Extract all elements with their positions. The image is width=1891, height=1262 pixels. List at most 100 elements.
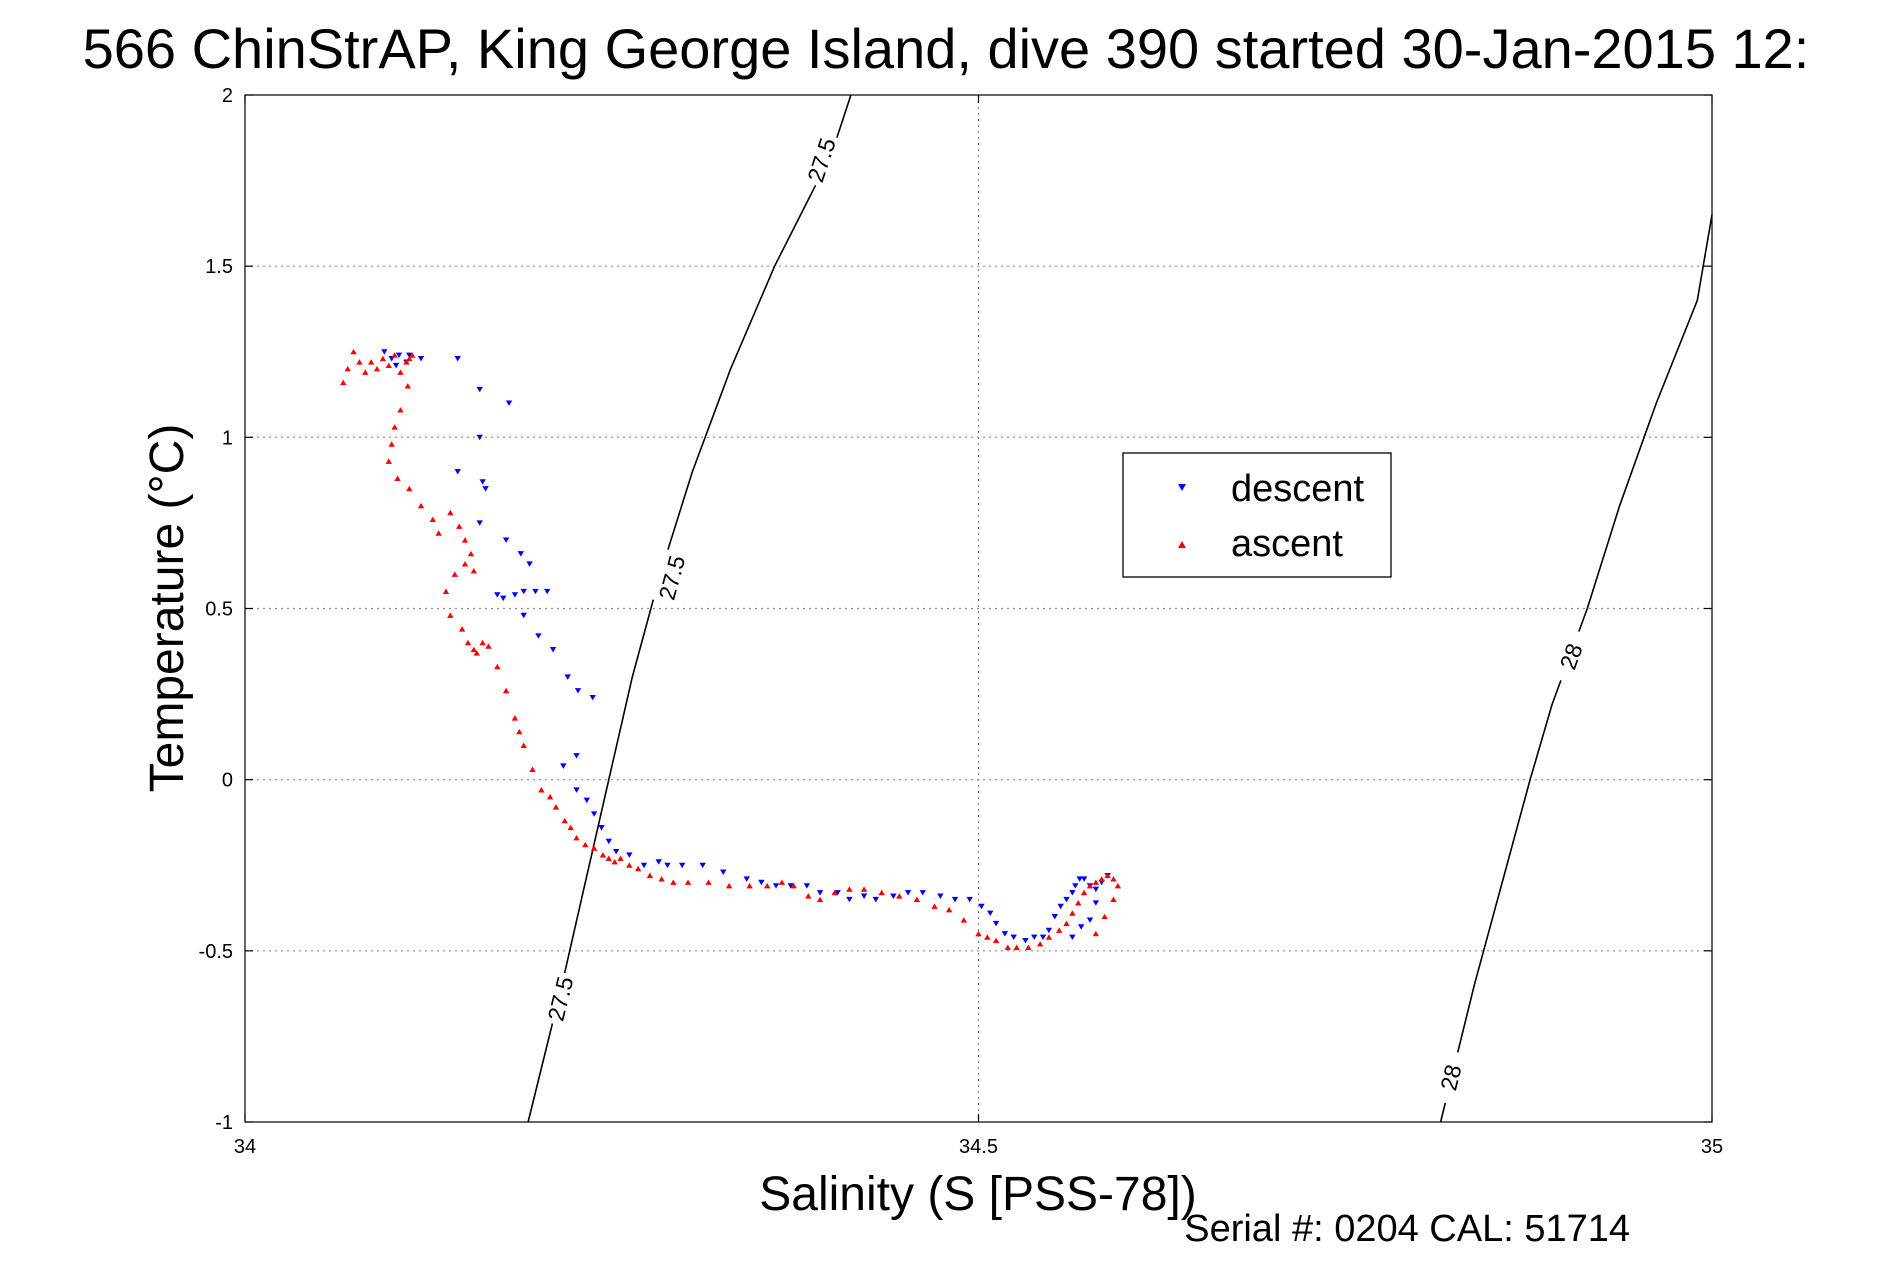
descent-point [987, 910, 994, 917]
descent-point [664, 862, 671, 869]
descent-point [476, 386, 483, 393]
ascent-point [340, 379, 347, 386]
descent-point [655, 859, 662, 865]
descent-point [720, 869, 727, 875]
descent-point [406, 352, 413, 359]
descent-point [1069, 934, 1076, 941]
ascent-point [356, 359, 363, 365]
ascent-point [831, 889, 838, 896]
descent-point [560, 763, 567, 769]
legend-descent-marker [1178, 484, 1186, 491]
descent-point [860, 893, 868, 899]
ascent-point [470, 567, 478, 574]
contour-label-background [1547, 626, 1594, 686]
descent-point [1051, 914, 1058, 920]
descent-point [951, 896, 959, 903]
ascent-point [931, 903, 938, 909]
ascent-point [502, 687, 510, 694]
ascent-point [1036, 941, 1044, 947]
legend-ascent-label: ascent [1231, 523, 1343, 565]
ascent-point [1086, 882, 1094, 889]
descent-point [890, 893, 897, 899]
ascent-point [385, 458, 392, 464]
ascent-point [435, 530, 442, 536]
descent-point [564, 674, 571, 680]
ascent-point [344, 365, 351, 372]
ascent-point [816, 896, 824, 903]
ascent-point [590, 845, 598, 851]
ascent-point [494, 663, 501, 670]
ascent-point [1110, 876, 1117, 882]
descent-point [499, 595, 507, 602]
descent-point [1077, 924, 1085, 930]
descent-point [573, 753, 580, 759]
ascent-point [1069, 910, 1076, 916]
y-tick-label: 1.5 [205, 256, 233, 278]
ascent-point [455, 523, 463, 529]
descent-point [417, 356, 425, 362]
ascent-point [725, 882, 733, 889]
ascent-point [913, 896, 921, 903]
ascent-point [529, 766, 536, 772]
ascent-point [582, 841, 589, 848]
ascent-point [617, 855, 624, 861]
descent-point [834, 890, 841, 896]
descent-point [1031, 934, 1038, 941]
descent-point [476, 520, 483, 526]
ascent-point [561, 817, 569, 824]
descent-point [1063, 896, 1070, 903]
ascent-point [516, 728, 523, 735]
descent-point [494, 592, 501, 598]
ascent-point [567, 824, 574, 831]
ascent-point [605, 855, 613, 861]
legend-box [1122, 452, 1392, 578]
contour-label-background [798, 130, 843, 190]
x-tick-label: 34.5 [959, 1136, 998, 1158]
ascent-point [975, 930, 982, 937]
descent-point [544, 588, 551, 595]
ascent-point [458, 626, 466, 632]
y-axis-label: Temperature (°C) [141, 424, 194, 793]
ascent-point [1080, 889, 1088, 896]
descent-point [598, 825, 605, 831]
descent-point [583, 797, 591, 804]
contour-label-27-5: 27.5 [542, 974, 578, 1024]
ascent-point [404, 383, 412, 389]
descent-point [1076, 876, 1083, 882]
ascent-point [658, 876, 665, 882]
descent-point [816, 890, 824, 896]
ascent-point [1045, 934, 1053, 940]
descent-point [626, 852, 633, 858]
descent-point [1080, 876, 1088, 882]
descent-point [454, 356, 461, 362]
ascent-point [511, 715, 519, 721]
contour-label-background [649, 548, 693, 607]
ascent-point [385, 362, 392, 369]
descent-point [589, 694, 596, 701]
ascent-point [485, 643, 492, 649]
ascent-point [1092, 930, 1100, 937]
descent-point [1092, 886, 1100, 893]
ascent-point [406, 485, 413, 492]
ascent-point [1055, 927, 1063, 933]
descent-point [1069, 890, 1076, 896]
ascent-point [860, 886, 868, 892]
ascent-point [878, 889, 885, 896]
ascent-point [447, 612, 454, 618]
ascent-point [746, 882, 753, 889]
legend: descent ascent [1122, 452, 1392, 578]
ascent-point [391, 424, 398, 430]
ascent-point [1075, 900, 1082, 906]
ascent-point [394, 475, 401, 481]
ascent-point [1025, 944, 1032, 950]
legend-ascent-marker [1178, 541, 1186, 548]
descent-point [1045, 927, 1053, 934]
ascent-point [670, 879, 677, 885]
descent-point [454, 469, 461, 475]
descent-point [573, 787, 580, 793]
serial-calibration-text: Serial #: 0204 CAL: 51714 [1184, 1208, 1630, 1250]
descent-point [699, 862, 706, 869]
descent-point [992, 920, 1000, 927]
descent-point [872, 896, 880, 903]
